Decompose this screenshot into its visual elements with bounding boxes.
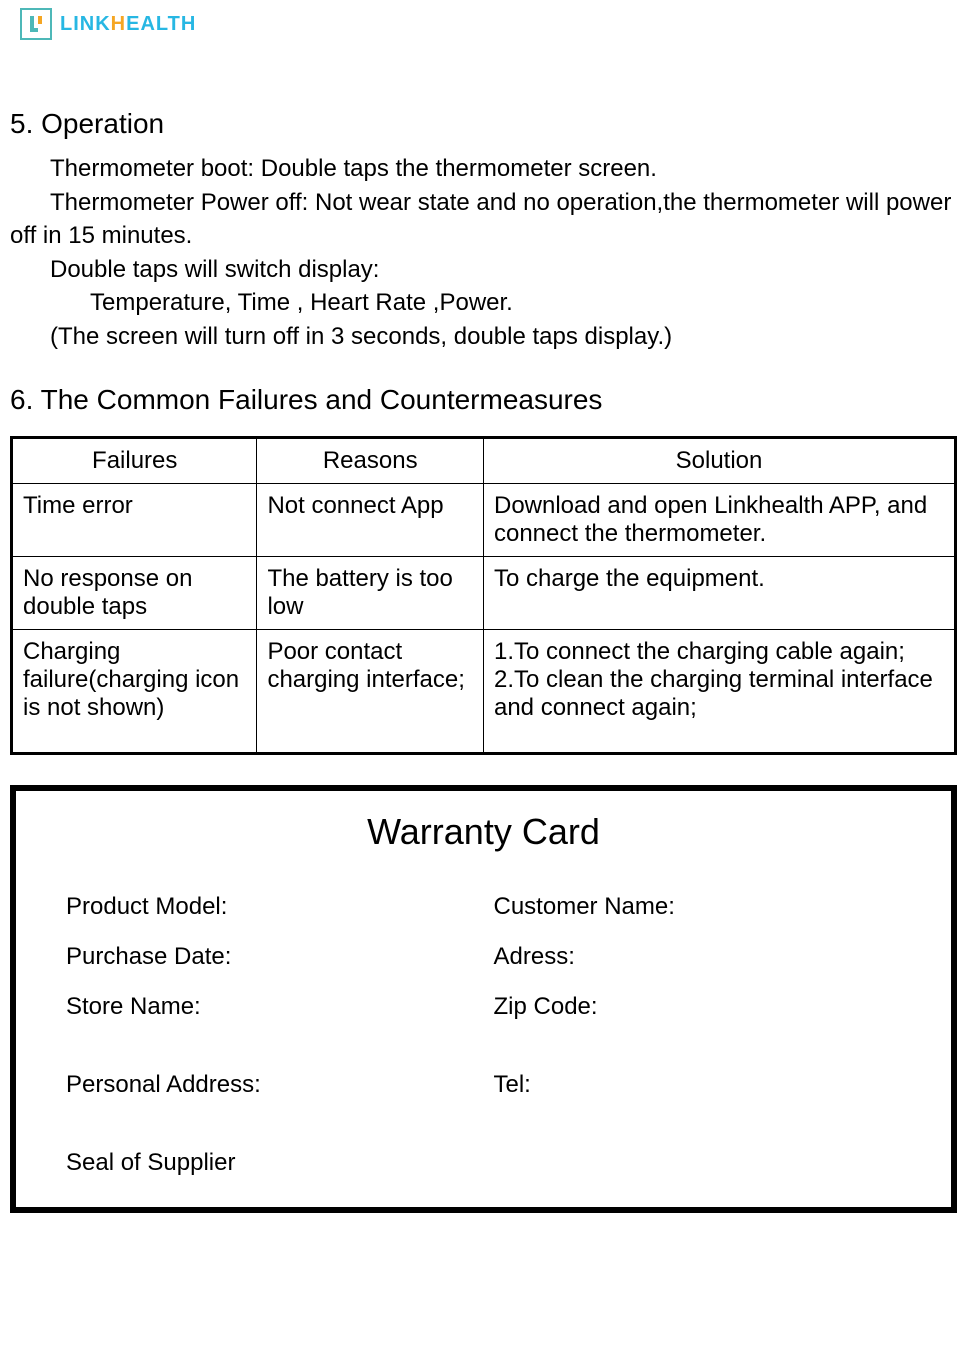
warranty-card: Warranty Card Product Model: Customer Na… [10, 785, 957, 1213]
section-5-line-5: (The screen will turn off in 3 seconds, … [10, 320, 957, 354]
linkhealth-mark-icon [24, 12, 48, 36]
section-5-heading: 5. Operation [10, 108, 957, 140]
table-header-reasons: Reasons [257, 437, 484, 483]
cell-failures: No response on double taps [12, 556, 257, 629]
brand-logo-icon [20, 8, 52, 40]
warranty-field-store-name: Store Name: [66, 993, 474, 1021]
logo-text-link: LINK [60, 13, 111, 35]
table-header-solution: Solution [483, 437, 955, 483]
warranty-field-customer-name: Customer Name: [494, 893, 902, 921]
table-row: Charging failure(charging icon is not sh… [12, 629, 956, 753]
cell-reasons: The battery is too low [257, 556, 484, 629]
warranty-field-address: Adress: [494, 943, 902, 971]
cell-failures: Time error [12, 483, 257, 556]
section-5-line-3: Double taps will switch display: [10, 253, 957, 287]
warranty-field-seal: Seal of Supplier [66, 1149, 901, 1177]
cell-failures: Charging failure(charging icon is not sh… [12, 629, 257, 753]
warranty-field-zip-code: Zip Code: [494, 993, 902, 1021]
table-row: No response on double taps The battery i… [12, 556, 956, 629]
warranty-field-product-model: Product Model: [66, 893, 474, 921]
cell-solution: 1.To connect the charging cable again; 2… [483, 629, 955, 753]
section-6-heading: 6. The Common Failures and Countermeasur… [10, 384, 957, 416]
table-header-row: Failures Reasons Solution [12, 437, 956, 483]
section-5-line-1: Thermometer boot: Double taps the thermo… [10, 152, 957, 186]
warranty-fields-grid: Product Model: Customer Name: Purchase D… [66, 893, 901, 1099]
failures-table: Failures Reasons Solution Time error Not… [10, 436, 957, 755]
cell-reasons: Poor contact charging interface; [257, 629, 484, 753]
section-5-body: Thermometer boot: Double taps the thermo… [10, 152, 957, 354]
warranty-card-title: Warranty Card [66, 811, 901, 853]
logo-text-ealth: EALTH [126, 13, 196, 35]
logo-text-h: H [111, 13, 126, 35]
cell-solution: To charge the equipment. [483, 556, 955, 629]
warranty-field-tel: Tel: [494, 1071, 902, 1099]
cell-solution: Download and open Linkhealth APP, and co… [483, 483, 955, 556]
brand-logo-text: LINKHEALTH [60, 13, 196, 36]
page: LINKHEALTH 5. Operation Thermometer boot… [0, 0, 967, 1213]
section-5-line-2: Thermometer Power off: Not wear state an… [10, 186, 957, 253]
table-header-failures: Failures [12, 437, 257, 483]
content: 5. Operation Thermometer boot: Double ta… [0, 48, 967, 1213]
warranty-field-personal-address: Personal Address: [66, 1071, 474, 1099]
section-5-line-4: Temperature, Time , Heart Rate ,Power. [10, 286, 957, 320]
table-row: Time error Not connect App Download and … [12, 483, 956, 556]
section-5-line-2-wrap: Thermometer Power off: Not wear state an… [10, 186, 957, 253]
warranty-field-purchase-date: Purchase Date: [66, 943, 474, 971]
logo-bar: LINKHEALTH [0, 0, 967, 48]
cell-reasons: Not connect App [257, 483, 484, 556]
